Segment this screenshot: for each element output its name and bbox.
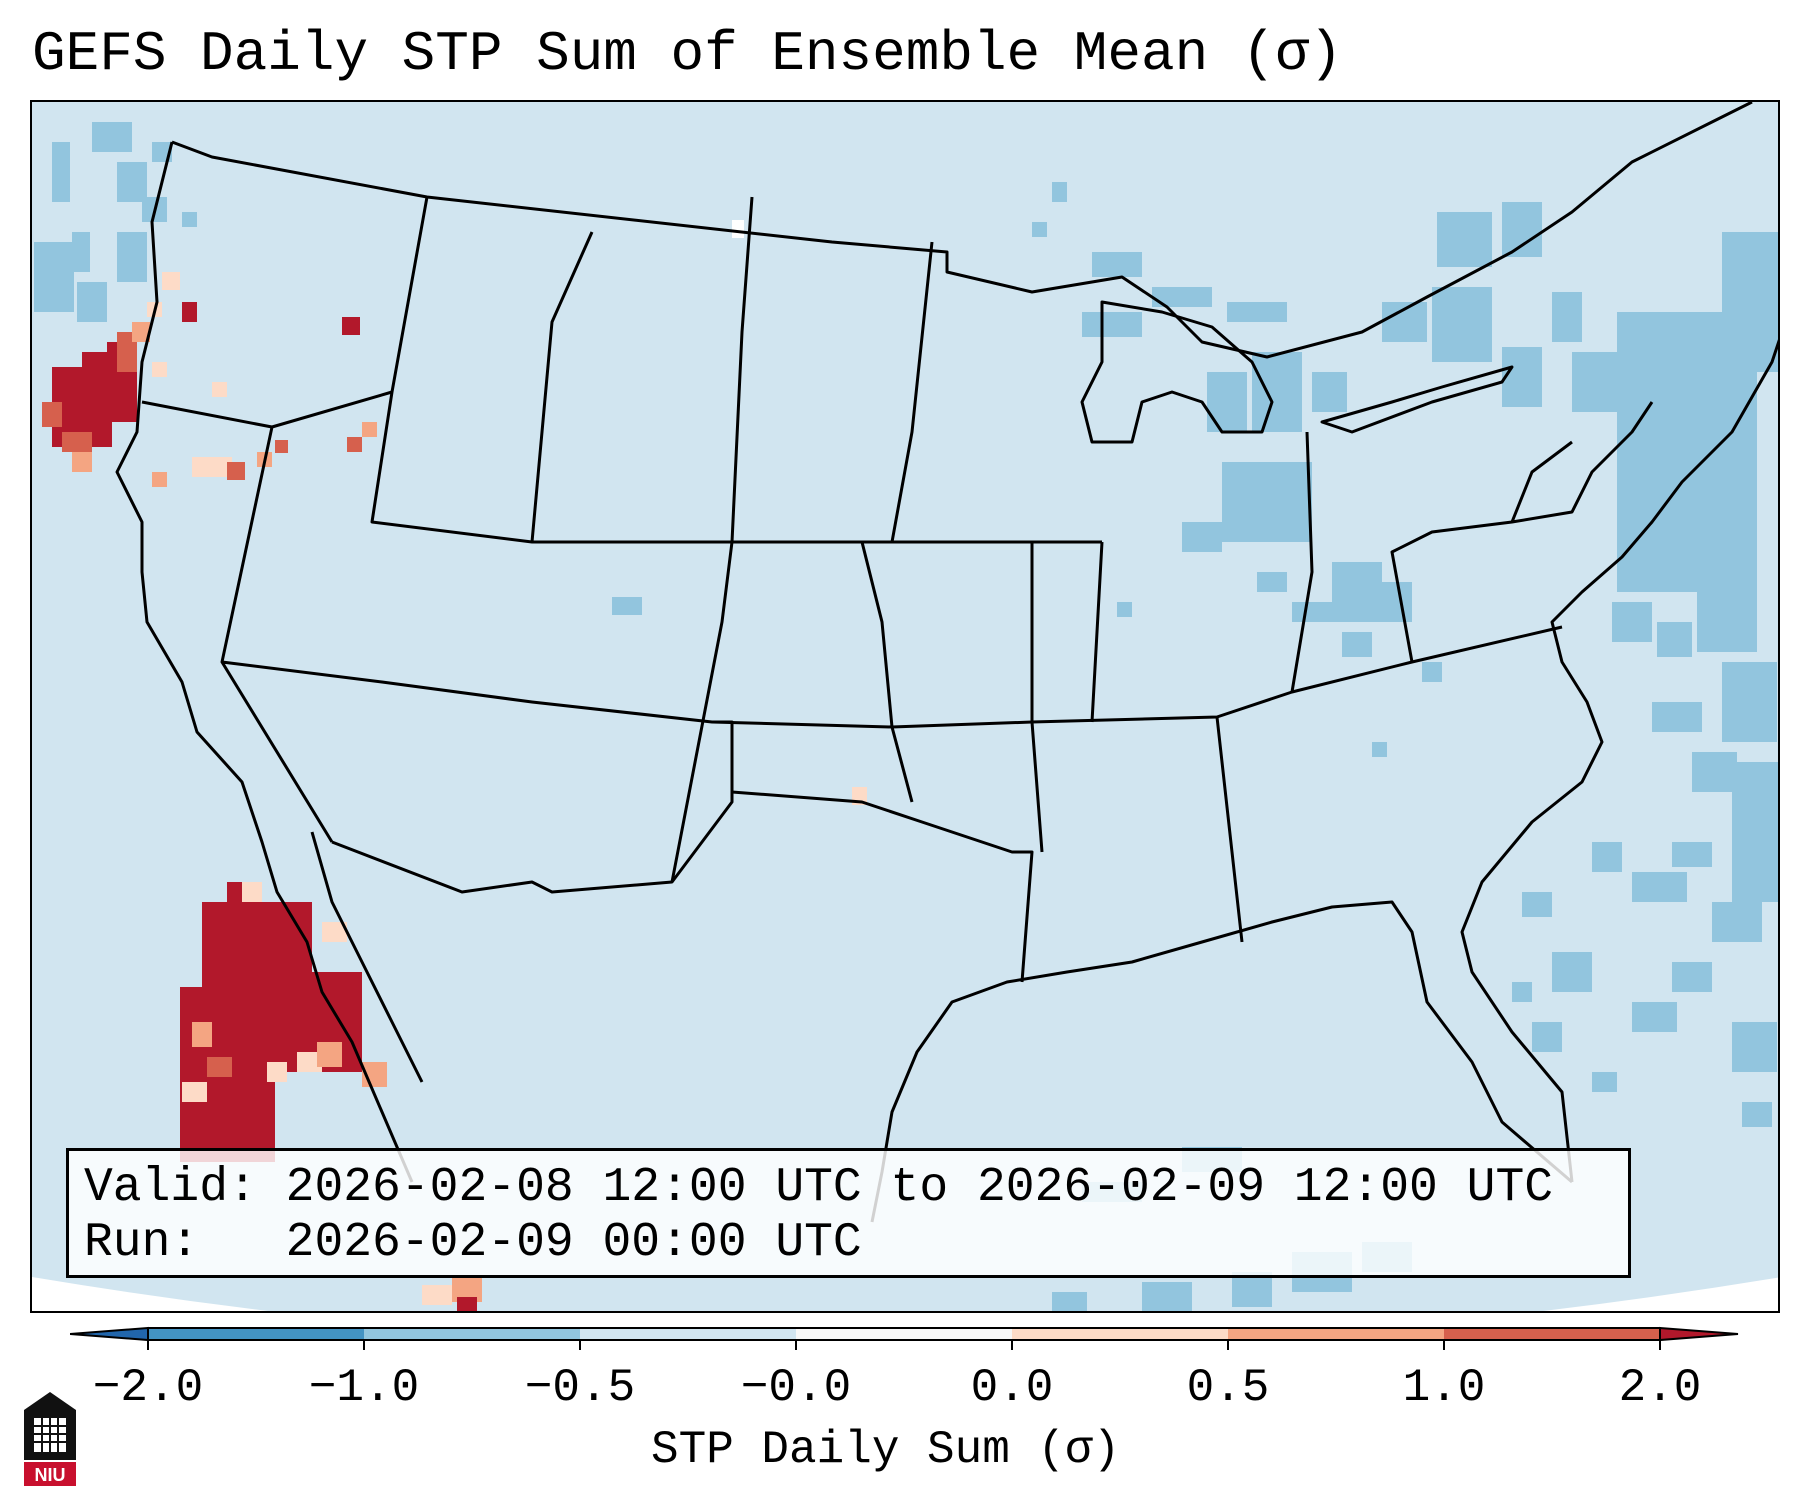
borders (115, 102, 1778, 1223)
colorbar-tick-label: 0.5 (1186, 1362, 1270, 1414)
state-lines-vertical (530, 196, 1314, 943)
valid-label: Valid: (84, 1161, 257, 1215)
state-lines-mid (141, 390, 1563, 843)
map-canvas (32, 102, 1778, 1311)
us-canada-border (171, 102, 1753, 359)
niu-logo: NIU (24, 1392, 76, 1486)
gulf-coast (870, 900, 1573, 1223)
baja-peninsula (310, 831, 424, 1083)
map-panel (30, 100, 1780, 1313)
run-line: Run: 2026-02-09 00:00 UTC (84, 1216, 1628, 1271)
run-value: 2026-02-09 00:00 UTC (285, 1216, 862, 1270)
colorbar-label: STP Daily Sum (σ) (651, 1424, 1121, 1476)
negative-anomaly-cells (34, 122, 1778, 1311)
map-domain (32, 102, 1778, 1311)
valid-value: 2026-02-08 12:00 UTC to 2026-02-09 12:00… (285, 1161, 1554, 1215)
northeast-states (1390, 401, 1654, 663)
colorbar-bin (796, 1328, 1013, 1340)
positive-anomaly-cells (42, 220, 867, 1311)
colorbar-tick-label: −2.0 (92, 1362, 204, 1414)
colorbar-bin (1228, 1328, 1445, 1340)
colorbar-tick-label: 1.0 (1402, 1362, 1486, 1414)
colorbar-bin (1012, 1328, 1229, 1340)
west-coast (115, 141, 414, 1183)
domain-edge-cutout (32, 1277, 1778, 1311)
colorbar-tick-label: −0.5 (524, 1362, 636, 1414)
colorbar-bin (364, 1328, 581, 1340)
great-lakes-outline (1080, 300, 1274, 444)
colorbar-under-arrow (70, 1326, 149, 1342)
colorbar-bin (1444, 1328, 1661, 1340)
state-lines-south (331, 720, 1034, 983)
colorbar-frame (147, 1327, 1661, 1341)
valid-run-box: Valid: 2026-02-08 12:00 UTC to 2026-02-0… (66, 1148, 1631, 1278)
colorbar-bin (580, 1328, 797, 1340)
run-label: Run: (84, 1216, 200, 1270)
colorbar-tick-label: −0.0 (740, 1362, 852, 1414)
colorbar-tick-label: 2.0 (1618, 1362, 1702, 1414)
map-title: GEFS Daily STP Sum of Ensemble Mean (σ) (32, 22, 1343, 86)
colorbar-tick-label: 0.0 (970, 1362, 1054, 1414)
valid-line: Valid: 2026-02-08 12:00 UTC to 2026-02-0… (84, 1161, 1628, 1216)
state-lines-west (370, 196, 1102, 544)
svg-text:NIU: NIU (35, 1465, 66, 1485)
colorbar-over-arrow (1659, 1326, 1739, 1342)
lake-erie-ontario (1320, 365, 1514, 434)
colorbar (70, 1326, 1739, 1350)
colorbar-tick-label: −1.0 (308, 1362, 420, 1414)
colorbar-bin (148, 1328, 365, 1340)
east-coast (1460, 339, 1778, 1183)
